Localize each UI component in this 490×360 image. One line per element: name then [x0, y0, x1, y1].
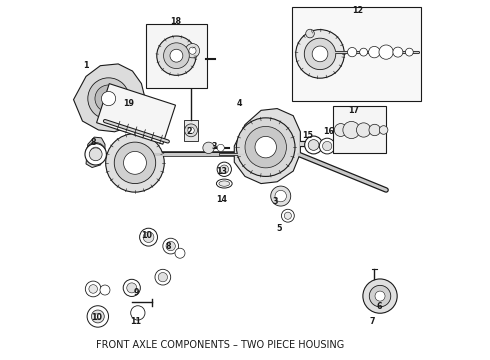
Circle shape — [85, 281, 101, 297]
Circle shape — [95, 85, 122, 112]
Circle shape — [155, 269, 171, 285]
Polygon shape — [234, 109, 300, 184]
Circle shape — [88, 78, 129, 119]
Circle shape — [379, 126, 388, 134]
Circle shape — [312, 46, 328, 62]
Text: 13: 13 — [216, 167, 227, 176]
Text: FRONT AXLE COMPONENTS – TWO PIECE HOUSING: FRONT AXLE COMPONENTS – TWO PIECE HOUSIN… — [96, 340, 344, 350]
Circle shape — [127, 283, 137, 293]
Text: 12: 12 — [352, 6, 363, 15]
Circle shape — [360, 48, 368, 56]
Circle shape — [237, 118, 295, 176]
Circle shape — [296, 30, 344, 78]
Circle shape — [217, 162, 231, 176]
Text: 3: 3 — [212, 141, 218, 150]
Circle shape — [164, 43, 189, 68]
Polygon shape — [74, 64, 145, 132]
Circle shape — [363, 279, 397, 313]
Circle shape — [106, 134, 164, 192]
Circle shape — [270, 186, 291, 206]
Text: 8: 8 — [90, 138, 96, 147]
Text: 17: 17 — [348, 106, 360, 115]
Circle shape — [369, 285, 391, 307]
Bar — [184, 120, 198, 141]
Text: 15: 15 — [302, 131, 313, 140]
Circle shape — [255, 136, 276, 158]
Circle shape — [319, 138, 335, 154]
Circle shape — [356, 123, 371, 137]
Ellipse shape — [219, 181, 230, 186]
Circle shape — [203, 142, 214, 154]
Circle shape — [334, 123, 347, 136]
Circle shape — [304, 38, 336, 69]
Text: 16: 16 — [323, 127, 335, 136]
Text: 1: 1 — [83, 61, 89, 70]
Circle shape — [131, 306, 145, 320]
Circle shape — [114, 142, 156, 184]
FancyBboxPatch shape — [292, 8, 421, 101]
Circle shape — [220, 165, 228, 174]
Text: 5: 5 — [276, 224, 282, 233]
Circle shape — [375, 291, 385, 301]
Circle shape — [405, 48, 413, 56]
Text: 19: 19 — [123, 99, 134, 108]
Text: 6: 6 — [376, 302, 382, 311]
Text: 14: 14 — [216, 195, 227, 204]
Circle shape — [379, 45, 393, 59]
Text: 10: 10 — [91, 313, 102, 322]
Circle shape — [123, 152, 147, 174]
FancyBboxPatch shape — [333, 107, 387, 153]
Circle shape — [175, 248, 185, 258]
Circle shape — [284, 212, 292, 219]
Circle shape — [163, 238, 178, 254]
Text: 4: 4 — [237, 99, 243, 108]
Text: 3: 3 — [272, 197, 278, 206]
Circle shape — [281, 209, 294, 222]
Polygon shape — [86, 137, 105, 167]
Circle shape — [189, 47, 196, 54]
Circle shape — [347, 48, 357, 57]
Circle shape — [166, 242, 175, 251]
Circle shape — [95, 314, 100, 319]
Circle shape — [185, 44, 199, 58]
Circle shape — [188, 127, 194, 134]
Circle shape — [86, 143, 106, 162]
Circle shape — [157, 36, 196, 75]
Circle shape — [393, 47, 403, 57]
Circle shape — [308, 140, 319, 150]
Circle shape — [89, 285, 98, 293]
Circle shape — [87, 306, 109, 327]
Text: 7: 7 — [369, 316, 374, 325]
Circle shape — [306, 29, 314, 38]
Circle shape — [140, 228, 157, 246]
FancyBboxPatch shape — [146, 23, 207, 88]
Circle shape — [158, 273, 168, 282]
Circle shape — [101, 91, 116, 106]
Circle shape — [368, 46, 380, 58]
Text: 2: 2 — [187, 127, 193, 136]
Text: 9: 9 — [133, 288, 139, 297]
Circle shape — [245, 126, 287, 168]
Circle shape — [89, 148, 102, 161]
Circle shape — [305, 136, 322, 154]
Text: 8: 8 — [166, 242, 171, 251]
Text: 10: 10 — [141, 231, 152, 240]
Circle shape — [369, 124, 380, 136]
Circle shape — [185, 124, 197, 137]
Circle shape — [143, 232, 154, 243]
Polygon shape — [97, 84, 175, 144]
Circle shape — [170, 49, 183, 62]
Circle shape — [100, 285, 110, 295]
Circle shape — [123, 279, 140, 296]
Circle shape — [92, 310, 104, 323]
Circle shape — [275, 190, 287, 202]
Ellipse shape — [217, 179, 232, 188]
Circle shape — [343, 121, 360, 139]
Text: 11: 11 — [130, 316, 142, 325]
Circle shape — [85, 144, 106, 165]
Circle shape — [217, 144, 224, 152]
Circle shape — [90, 147, 101, 158]
Circle shape — [322, 141, 332, 151]
Text: 18: 18 — [170, 17, 181, 26]
